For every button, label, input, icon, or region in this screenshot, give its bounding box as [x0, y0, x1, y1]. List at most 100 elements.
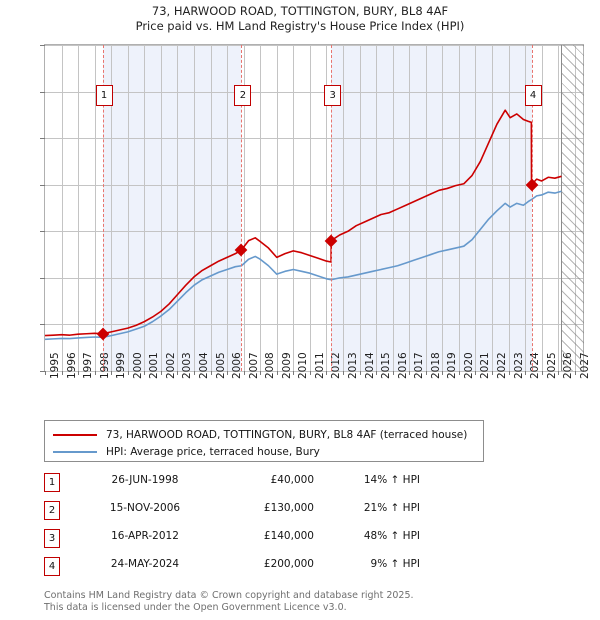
- transaction-rule-4: [531, 45, 533, 371]
- x-gridline: [210, 45, 212, 371]
- table-row[interactable]: 1 26-JUN-1998 £40,000 14% ↑ HPI: [44, 472, 464, 500]
- x-gridline: [558, 45, 560, 371]
- y-gridline: [45, 138, 583, 140]
- forecast-hatched-region: [561, 45, 584, 371]
- x-tick: [525, 371, 527, 375]
- series-line: [44, 190, 562, 341]
- footer-attribution: Contains HM Land Registry data © Crown c…: [44, 590, 564, 613]
- transaction-marker-box-4[interactable]: 4: [524, 85, 542, 106]
- x-tick: [45, 371, 46, 375]
- x-tick: [293, 371, 295, 375]
- y-tick: [40, 184, 45, 186]
- x-tick: [309, 371, 311, 375]
- y-gridline: [45, 371, 583, 372]
- page-title: 73, HARWOOD ROAD, TOTTINGTON, BURY, BL8 …: [0, 4, 600, 34]
- x-gridline: [144, 45, 146, 371]
- x-gridline: [508, 45, 510, 371]
- row-hpi-delta: 48% ↑ HPI: [363, 530, 420, 542]
- table-row[interactable]: 3 16-APR-2012 £140,000 48% ↑ HPI: [44, 528, 464, 556]
- row-index-badge: 1: [44, 473, 60, 492]
- row-date: 26-JUN-1998: [111, 474, 179, 486]
- row-date: 15-NOV-2006: [109, 502, 181, 514]
- x-tick: [111, 371, 113, 375]
- y-tick: [40, 371, 45, 372]
- x-tick: [276, 371, 278, 375]
- y-gridline: [45, 324, 583, 326]
- transaction-rule-2: [241, 45, 243, 371]
- x-tick: [177, 371, 179, 375]
- x-gridline: [127, 45, 129, 371]
- title-line-2: Price paid vs. HM Land Registry's House …: [135, 19, 465, 33]
- x-tick: [227, 371, 229, 375]
- plot-canvas[interactable]: £0£50K£100K£150K£200K£250K£300K£350K1995…: [40, 44, 591, 379]
- x-gridline: [541, 45, 543, 371]
- x-gridline: [409, 45, 411, 371]
- legend-label-property: 73, HARWOOD ROAD, TOTTINGTON, BURY, BL8 …: [106, 428, 468, 441]
- legend-label-hpi: HPI: Average price, terraced house, Bury: [106, 445, 320, 458]
- row-date: 24-MAY-2024: [110, 558, 180, 570]
- x-gridline: [442, 45, 444, 371]
- x-gridline: [227, 45, 229, 371]
- x-tick: [475, 371, 477, 375]
- x-tick: [260, 371, 262, 375]
- x-gridline: [177, 45, 179, 371]
- x-gridline: [293, 45, 295, 371]
- table-row[interactable]: 2 15-NOV-2006 £130,000 21% ↑ HPI: [44, 500, 464, 528]
- row-hpi-delta: 9% ↑ HPI: [370, 558, 420, 570]
- row-price: £130,000: [263, 502, 314, 514]
- y-gridline: [45, 231, 583, 233]
- row-price: £200,000: [263, 558, 314, 570]
- x-tick: [210, 371, 212, 375]
- transaction-rule-1: [102, 45, 104, 371]
- x-tick: [127, 371, 129, 375]
- x-gridline: [475, 45, 477, 371]
- x-tick: [193, 371, 195, 375]
- x-gridline: [78, 45, 80, 371]
- x-gridline: [425, 45, 427, 371]
- footer-line-1: Contains HM Land Registry data © Crown c…: [44, 590, 414, 601]
- x-gridline: [243, 45, 245, 371]
- x-tick: [376, 371, 378, 375]
- x-tick: [574, 371, 576, 375]
- x-gridline: [61, 45, 63, 371]
- row-hpi-delta: 14% ↑ HPI: [363, 474, 420, 486]
- x-tick: [243, 371, 245, 375]
- transaction-marker-box-2[interactable]: 2: [234, 85, 252, 106]
- x-gridline: [160, 45, 162, 371]
- y-tick: [40, 45, 45, 46]
- title-line-1: 73, HARWOOD ROAD, TOTTINGTON, BURY, BL8 …: [151, 4, 449, 18]
- legend-item-property: 73, HARWOOD ROAD, TOTTINGTON, BURY, BL8 …: [51, 426, 483, 443]
- y-gridline: [45, 45, 583, 46]
- row-date: 16-APR-2012: [111, 530, 179, 542]
- series-container: [44, 109, 562, 341]
- x-tick: [61, 371, 63, 375]
- row-hpi-delta: 21% ↑ HPI: [363, 502, 420, 514]
- x-gridline: [359, 45, 361, 371]
- row-index-badge: 2: [44, 501, 60, 520]
- transaction-marker-box-1[interactable]: 1: [95, 85, 113, 106]
- y-tick: [40, 277, 45, 279]
- y-tick: [40, 324, 45, 326]
- x-gridline: [309, 45, 311, 371]
- x-tick: [144, 371, 146, 375]
- x-gridline: [376, 45, 378, 371]
- x-gridline: [491, 45, 493, 371]
- y-gridline: [45, 91, 583, 93]
- x-tick: [326, 371, 328, 375]
- legend-swatch-hpi: [53, 450, 97, 453]
- x-gridline: [392, 45, 394, 371]
- x-tick: [491, 371, 493, 375]
- x-tick: [425, 371, 427, 375]
- x-tick: [458, 371, 460, 375]
- x-tick: [442, 371, 444, 375]
- x-gridline: [111, 45, 113, 371]
- chart-area: £0£50K£100K£150K£200K£250K£300K£350K1995…: [0, 44, 600, 379]
- x-tick: [541, 371, 543, 375]
- series-line: [44, 109, 562, 337]
- row-price: £40,000: [270, 474, 314, 486]
- row-price: £140,000: [263, 530, 314, 542]
- table-row[interactable]: 4 24-MAY-2024 £200,000 9% ↑ HPI: [44, 556, 464, 584]
- transaction-rule-3: [331, 45, 333, 371]
- y-gridline: [45, 184, 583, 186]
- transaction-marker-box-3[interactable]: 3: [324, 85, 342, 106]
